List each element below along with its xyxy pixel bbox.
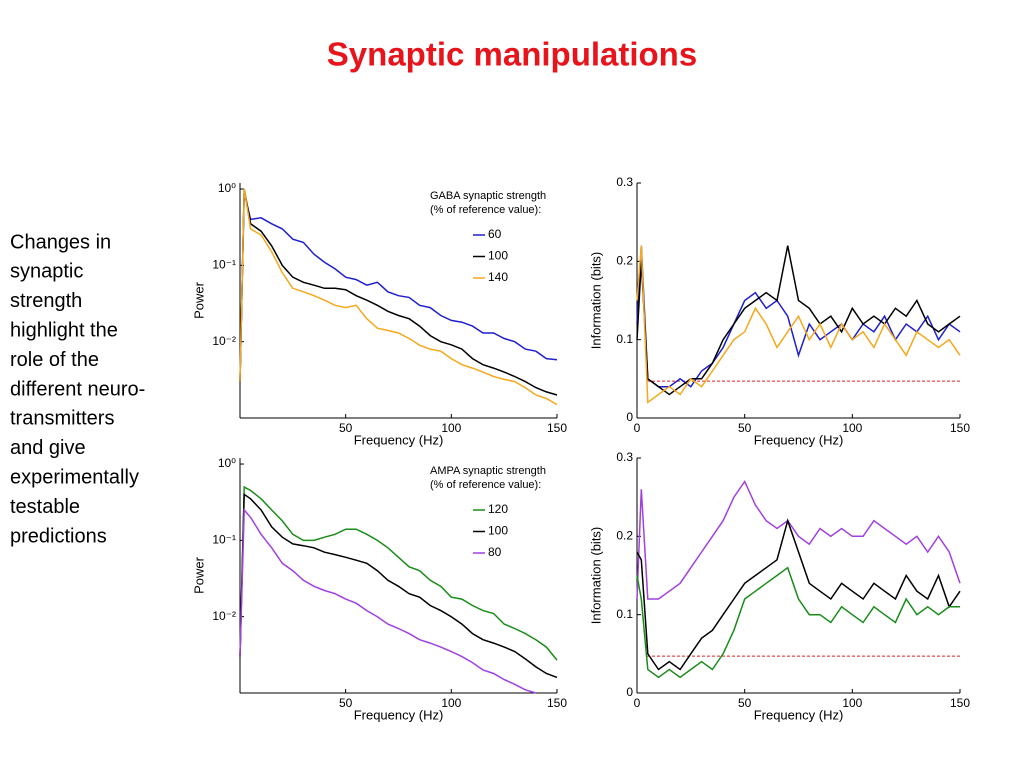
body-text: and give [10,437,86,459]
y-tick-label: 10⁻¹ [212,533,236,547]
body-text: synaptic [10,261,83,283]
body-text: transmitters [10,408,114,430]
x-tick-label: 150 [950,696,970,710]
y-axis-label: Information (bits) [588,252,603,350]
x-axis-label: Frequency (Hz) [354,707,444,722]
series-line [239,192,558,382]
legend-title: GABA synaptic strength [430,190,546,202]
legend-title: (% of reference value): [430,479,541,491]
legend-title: AMPA synaptic strength [430,465,546,477]
series-line [636,245,961,388]
y-tick-label: 10⁻² [212,334,236,348]
x-axis-label: Frequency (Hz) [354,432,444,447]
legend-label: 100 [488,249,508,263]
x-tick-label: 100 [842,696,862,710]
y-axis-label: Information (bits) [588,527,603,625]
x-axis-label: Frequency (Hz) [754,432,844,447]
y-tick-label: 0.1 [616,607,633,621]
y-tick-label: 0.2 [616,254,633,268]
series-line [636,245,961,396]
y-tick-label: 10⁻¹ [212,258,236,272]
x-tick-label: 100 [441,421,461,435]
body-text: experimentally [10,466,139,488]
body-text: role of the [10,349,99,371]
y-tick-label: 0.3 [616,450,633,464]
y-tick-label: 0.3 [616,175,633,189]
series-line [239,485,558,661]
series-line [636,518,961,671]
legend-label: 120 [488,502,508,516]
body-text: testable [10,496,80,518]
legend-label: 80 [488,545,502,559]
y-tick-label: 0 [626,410,633,424]
series-line [239,188,558,396]
x-tick-label: 150 [547,421,567,435]
y-axis-label: Power [191,556,206,594]
body-text: highlight the [10,319,118,341]
x-tick-label: 50 [339,421,353,435]
y-tick-label: 0.1 [616,332,633,346]
x-tick-label: 100 [441,696,461,710]
x-tick-label: 0 [634,696,641,710]
x-tick-label: 150 [950,421,970,435]
x-tick-label: 50 [339,696,353,710]
x-tick-label: 0 [634,421,641,435]
legend-label: 100 [488,524,508,538]
legend-title: (% of reference value): [430,204,541,216]
x-tick-label: 150 [547,696,567,710]
body-text: different neuro- [10,378,145,400]
x-tick-label: 50 [738,696,752,710]
series-line [239,188,558,406]
legend-label: 140 [488,270,508,284]
series-line [239,492,558,679]
slide-title: Synaptic manipulations [327,36,697,73]
series-line [636,245,961,404]
y-axis-label: Power [191,281,206,319]
body-text: strength [10,290,82,312]
y-tick-label: 10⁻² [212,609,236,623]
body-text: predictions [10,525,107,547]
series-line [636,479,961,600]
y-tick-label: 0 [626,685,633,699]
x-tick-label: 100 [842,421,862,435]
body-text: Changes in [10,231,111,253]
x-axis-label: Frequency (Hz) [754,707,844,722]
y-tick-label: 10⁰ [218,456,236,470]
series-line [636,566,960,679]
y-tick-label: 10⁰ [218,181,236,195]
series-line [239,508,537,694]
legend-label: 60 [488,227,502,241]
x-tick-label: 50 [738,421,752,435]
y-tick-label: 0.2 [616,529,633,543]
